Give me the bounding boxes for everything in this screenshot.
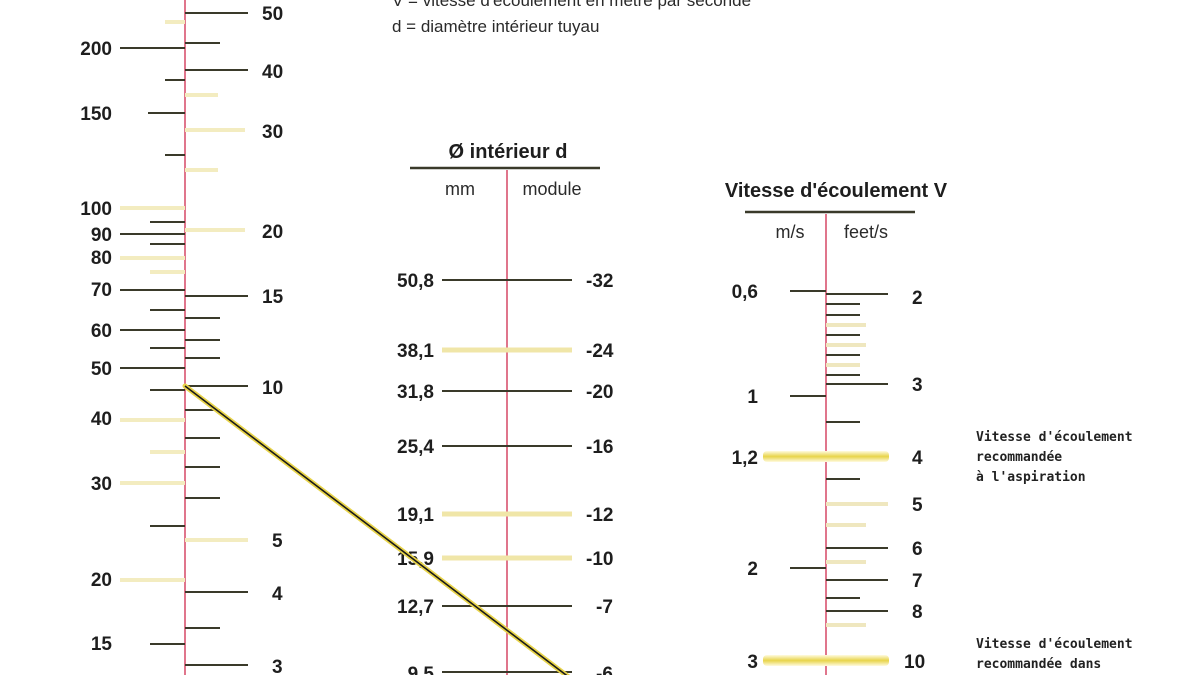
flow-tick-label: 20 <box>91 570 112 591</box>
velocity-ms-label: 0,6 <box>732 282 758 303</box>
diameter-unit-module: module <box>522 179 581 199</box>
velocity-fts-label: 6 <box>912 539 923 560</box>
flow-tick-label-right: 3 <box>272 657 283 675</box>
velocity-minor-highlights <box>826 323 888 627</box>
diameter-module-label: -12 <box>586 505 613 526</box>
flow-tick-label-right: 40 <box>262 62 283 83</box>
velocity-ms-label: 3 <box>747 652 758 673</box>
flow-tick-label: 80 <box>91 248 112 269</box>
diameter-module-label: -7 <box>596 597 613 618</box>
diameter-mm-label: 12,7 <box>397 597 434 618</box>
velocity-scale: Vitesse d'écoulement V m/s feet/s <box>725 180 1133 675</box>
construction-line <box>184 385 568 675</box>
diameter-scale-title: Ø intérieur d <box>449 141 568 163</box>
flow-tick-label: 30 <box>91 474 112 495</box>
aspiration-band <box>763 451 889 462</box>
velocity-scale-title: Vitesse d'écoulement V <box>725 180 948 202</box>
velocity-unit-fts: feet/s <box>844 222 888 242</box>
velocity-fts-label: 3 <box>912 375 923 396</box>
flow-tick-label: 15 <box>91 634 113 655</box>
diameter-module-label: -10 <box>586 549 613 570</box>
diameter-highlight-ticks <box>442 347 572 561</box>
diameter-mm-label: 19,1 <box>397 505 434 526</box>
diameter-unit-mm: mm <box>445 179 475 199</box>
flow-scale: 200 150 100 90 80 70 60 50 40 30 20 15 5… <box>80 0 284 675</box>
diameter-mm-label: 25,4 <box>397 437 434 458</box>
delivery-band <box>763 655 889 666</box>
aspiration-note-line: recommandée <box>976 450 1062 465</box>
legend-velocity-definition: V = vitesse d'écoulement en mètre par se… <box>392 0 751 10</box>
flow-ticks <box>120 12 248 666</box>
flow-tick-label-right: 4 <box>272 584 283 605</box>
flow-tick-label-right: 50 <box>262 4 283 25</box>
aspiration-note-line: à l'aspiration <box>976 470 1086 485</box>
flow-tick-label: 60 <box>91 321 112 342</box>
diameter-module-label: -24 <box>586 341 614 362</box>
velocity-fts-label: 2 <box>912 288 923 309</box>
velocity-ms-label: 2 <box>747 559 758 580</box>
flow-tick-label: 90 <box>91 225 112 246</box>
velocity-fts-label: 8 <box>912 602 923 623</box>
flow-tick-label-right: 20 <box>262 222 283 243</box>
flow-tick-label-right: 30 <box>262 122 283 143</box>
flow-tick-label: 150 <box>80 104 112 125</box>
flow-tick-label-right: 10 <box>262 378 283 399</box>
velocity-fts-label: 4 <box>912 448 923 469</box>
diameter-module-label: -32 <box>586 271 613 292</box>
flow-tick-label: 200 <box>80 39 112 60</box>
flow-minor-highlights <box>120 20 248 582</box>
delivery-note-line: Vitesse d'écoulement <box>976 637 1133 652</box>
velocity-ms-label: 1,2 <box>732 448 758 469</box>
diameter-module-label: -20 <box>586 382 613 403</box>
flow-tick-label-right: 15 <box>262 287 284 308</box>
diameter-mm-label: 38,1 <box>397 341 434 362</box>
flow-tick-label: 40 <box>91 409 112 430</box>
delivery-note-line: recommandée dans <box>976 657 1101 672</box>
velocity-fts-label: 5 <box>912 495 923 516</box>
flow-tick-label: 50 <box>91 359 112 380</box>
legend-diameter-definition: d = diamètre intérieur tuyau <box>392 17 599 36</box>
velocity-ms-label: 1 <box>747 387 758 408</box>
velocity-fts-label: 7 <box>912 571 923 592</box>
diameter-ticks <box>442 279 572 673</box>
diameter-mm-label: 50,8 <box>397 271 434 292</box>
diameter-mm-label: 31,8 <box>397 382 434 403</box>
velocity-ticks <box>790 290 888 612</box>
velocity-fts-label: 10 <box>904 652 925 673</box>
aspiration-note-line: Vitesse d'écoulement <box>976 430 1133 445</box>
diameter-scale: Ø intérieur d mm module 50,8 38,1 31,8 2… <box>397 141 614 675</box>
diameter-mm-label: 9,5 <box>408 664 435 675</box>
velocity-unit-ms: m/s <box>776 222 805 242</box>
flow-tick-label: 100 <box>80 199 112 220</box>
flow-tick-label-right: 5 <box>272 531 283 552</box>
diameter-module-label: -16 <box>586 437 613 458</box>
flow-tick-label: 70 <box>91 280 112 301</box>
diameter-module-label: -6 <box>596 664 613 675</box>
